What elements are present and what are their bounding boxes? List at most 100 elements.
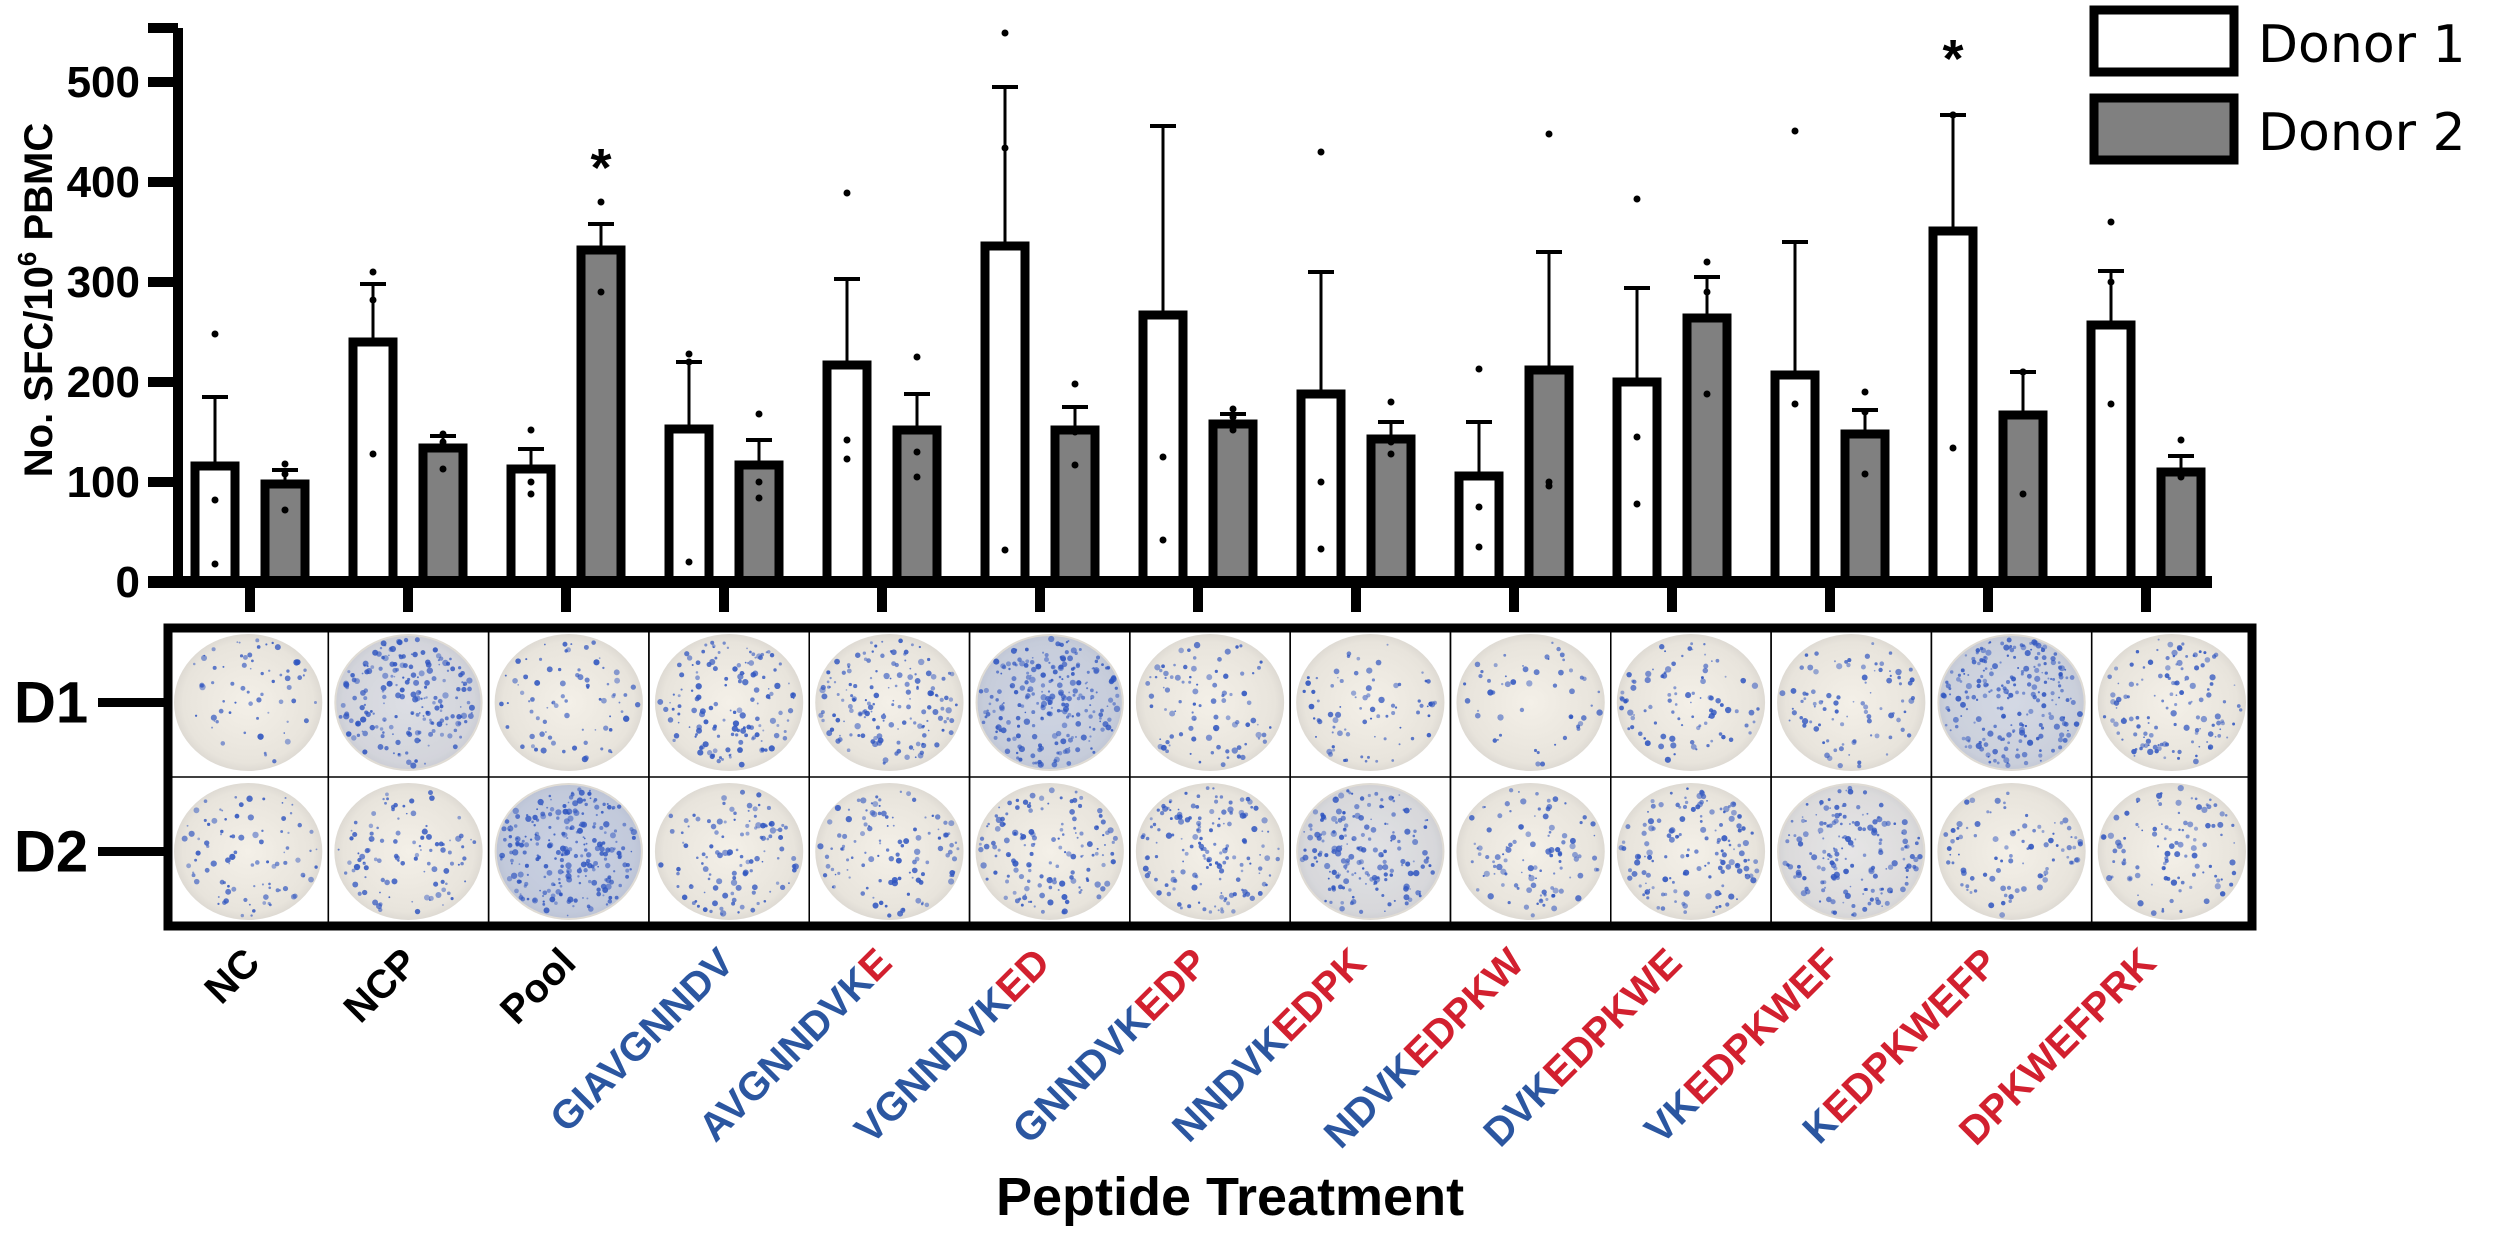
data-point [1703,258,1711,266]
y-axis-title: No. SFC/106 PBMC [12,123,61,478]
data-point [1545,482,1553,490]
data-point [755,410,763,418]
data-point [1703,390,1711,398]
data-point [281,460,289,468]
x-tick-label-segment-blue: NNDVK [1164,1019,1296,1151]
bar-donor-1 [348,337,398,587]
plate-panel-border [163,623,2257,931]
data-point [1475,365,1483,373]
bar-group-1 [664,350,714,587]
bar-donor-1 [1296,389,1346,587]
data-point [1071,461,1079,469]
y-tick-label: 200 [67,358,140,407]
bar-group-2 [892,353,942,587]
bar-group-1 [506,426,556,587]
bar-group-1 [1770,127,1820,587]
data-point [1001,546,1009,554]
bar-donor-2 [1998,410,2048,587]
row-label-d1: D1 [14,671,88,736]
elispot-well [975,634,1124,771]
bar-group-1 [822,189,872,587]
elispot-well [1616,634,1766,771]
axes: 0 100 200 300 400 500 [67,23,2212,612]
bar-donor-2 [576,245,626,587]
data-point [2019,368,2027,376]
x-tick-label-segment-red: EDPKW [1396,940,1533,1077]
bar-group-2 [418,430,468,587]
bar-donor-1 [822,360,872,587]
data-point [2177,473,2185,481]
data-point [2107,218,2115,226]
data-point [369,268,377,276]
elispot-well [1937,634,2086,771]
data-point [1861,388,1869,396]
y-tick-label: 300 [67,258,140,307]
data-point [527,478,535,486]
data-point [1159,536,1167,544]
data-point [1071,428,1079,436]
data-point [1475,543,1483,551]
legend-label-2: Donor 2 [2258,103,2466,163]
data-point [1001,29,1009,37]
data-point [1229,405,1237,413]
data-point [1949,444,1957,452]
data-point [1229,426,1237,434]
elispot-well [2097,783,2246,920]
data-point [1317,545,1325,553]
data-point [1861,470,1869,478]
data-point [439,438,447,446]
bar-donor-1 [2086,320,2136,587]
bar-donor-2 [1840,429,1890,587]
data-point [1071,380,1079,388]
elispot-well [654,783,804,920]
bar-donor-1 [1612,377,1662,587]
bar-group-2 [2156,436,2206,587]
bar-donor-1 [506,464,556,587]
x-tick-label: Pool [492,940,584,1032]
elispot-well [1616,783,1766,920]
elispot-well [1296,783,1445,920]
significance-star: * [590,138,611,198]
data-point [211,496,219,504]
y-axis-title-tail: PBMC [17,123,61,252]
significance-star: * [1942,29,1963,89]
data-point [913,473,921,481]
data-point [1387,450,1395,458]
data-point [685,358,693,366]
elispot-well [1456,634,1605,771]
elispot-well [2097,634,2246,771]
data-point [439,430,447,438]
bar-group-2 [734,410,784,587]
bar-donor-2 [1208,419,1258,587]
bar-group-1: * [1928,29,1978,587]
data-point [281,506,289,514]
elispot-well [1937,783,2086,920]
bar-group-2 [1050,380,1100,587]
x-tick-label-segment-red: EDPKWE [1535,940,1690,1095]
data-point [843,455,851,463]
bar-group-1 [1612,195,1662,587]
elispot-well [1777,634,1926,771]
y-axis-title-sup: 6 [12,252,42,266]
x-axis-title: Peptide Treatment [996,1167,1464,1227]
data-point [2107,278,2115,286]
data-point [685,558,693,566]
x-tick-label: NCP [336,940,427,1031]
y-tick-label: 500 [67,58,140,107]
data-point [1317,148,1325,156]
bar-group-2 [1524,130,1574,587]
bar-group-1 [2086,218,2136,587]
data-point [1703,288,1711,296]
data-point [2107,400,2115,408]
data-point [843,436,851,444]
data-point [1387,438,1395,446]
data-point [685,350,693,358]
elispot-well [815,634,964,771]
bar-group-1 [1454,365,1504,587]
data-point [527,490,535,498]
data-point [1791,400,1799,408]
data-point [2177,436,2185,444]
elispot-well [334,634,483,771]
legend-swatch-1 [2089,5,2239,77]
